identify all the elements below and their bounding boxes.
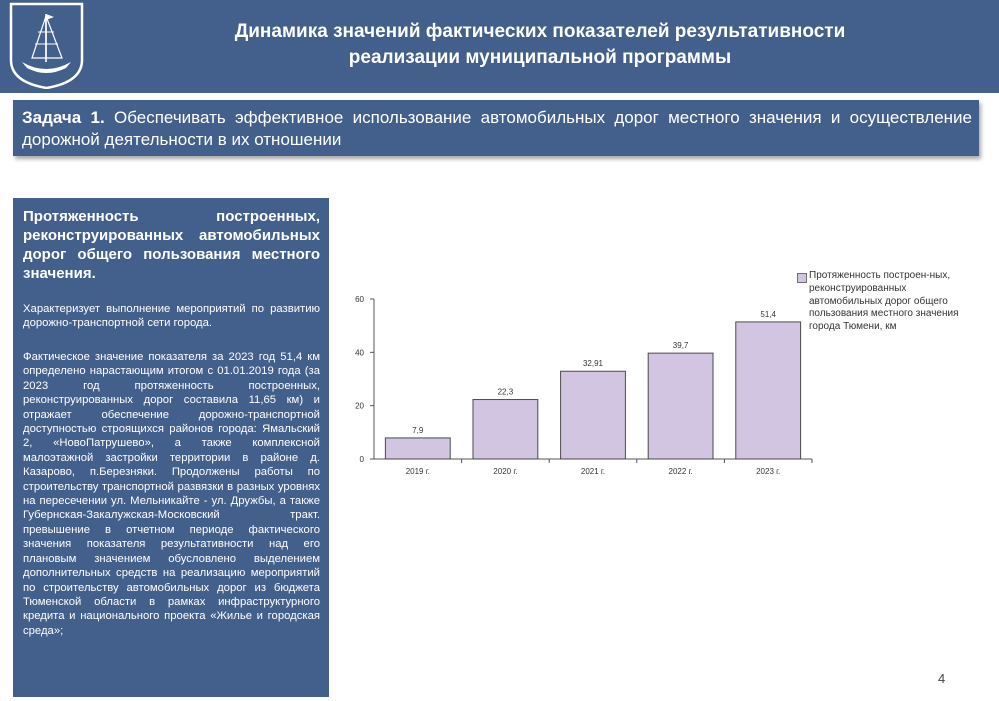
- bar: [735, 321, 802, 460]
- y-tick-label: 60: [355, 295, 364, 304]
- y-tick-label: 20: [355, 402, 364, 411]
- x-tick-label: 2023 г.: [756, 467, 780, 476]
- data-label: 32,91: [583, 359, 604, 368]
- y-tick-label: 0: [360, 455, 365, 464]
- page-title: Динамика значений фактических показателе…: [234, 21, 846, 68]
- data-label: 7,9: [412, 426, 424, 435]
- bar: [647, 352, 714, 460]
- bar: [384, 437, 451, 460]
- legend-swatch: [797, 273, 807, 283]
- indicator-title: Протяженность построенных, реконструиров…: [23, 208, 320, 282]
- city-emblem-icon: [9, 2, 84, 89]
- page-number: 4: [938, 671, 946, 686]
- data-label: 22,3: [498, 388, 514, 397]
- x-tick-label: 2022 г.: [669, 467, 693, 476]
- x-tick-label: 2020 г.: [493, 467, 517, 476]
- indicator-description: Характеризует выполнение мероприятий по …: [23, 303, 320, 330]
- x-tick-label: 2021 г.: [581, 467, 605, 476]
- bar-chart: 0 20 40 60 7,9 2019 г. 22,3 2020 г. 32,91 2021 г.…: [355, 295, 813, 476]
- indicator-body: Фактическое значение показателя за 2023 …: [23, 351, 320, 637]
- y-tick-label: 40: [355, 348, 364, 357]
- data-label: 39,7: [673, 341, 689, 350]
- task-description: Обеспечивать эффективное использование а…: [22, 108, 972, 149]
- indicator-panel: Протяженность построенных, реконструиров…: [13, 198, 329, 697]
- header-bar: Динамика значений фактических показателе…: [0, 0, 999, 93]
- task-text: Задача 1. Обеспечивать эффективное испол…: [22, 107, 972, 151]
- data-label: 51,4: [760, 310, 776, 319]
- x-tick-label: 2019 г.: [406, 467, 430, 476]
- task-label: Задача 1.: [22, 108, 105, 127]
- bar: [560, 370, 626, 460]
- legend-label: Протяженность построен-ных, реконструиро…: [809, 270, 959, 333]
- task-banner: Задача 1. Обеспечивать эффективное испол…: [13, 100, 979, 156]
- bar: [472, 399, 539, 460]
